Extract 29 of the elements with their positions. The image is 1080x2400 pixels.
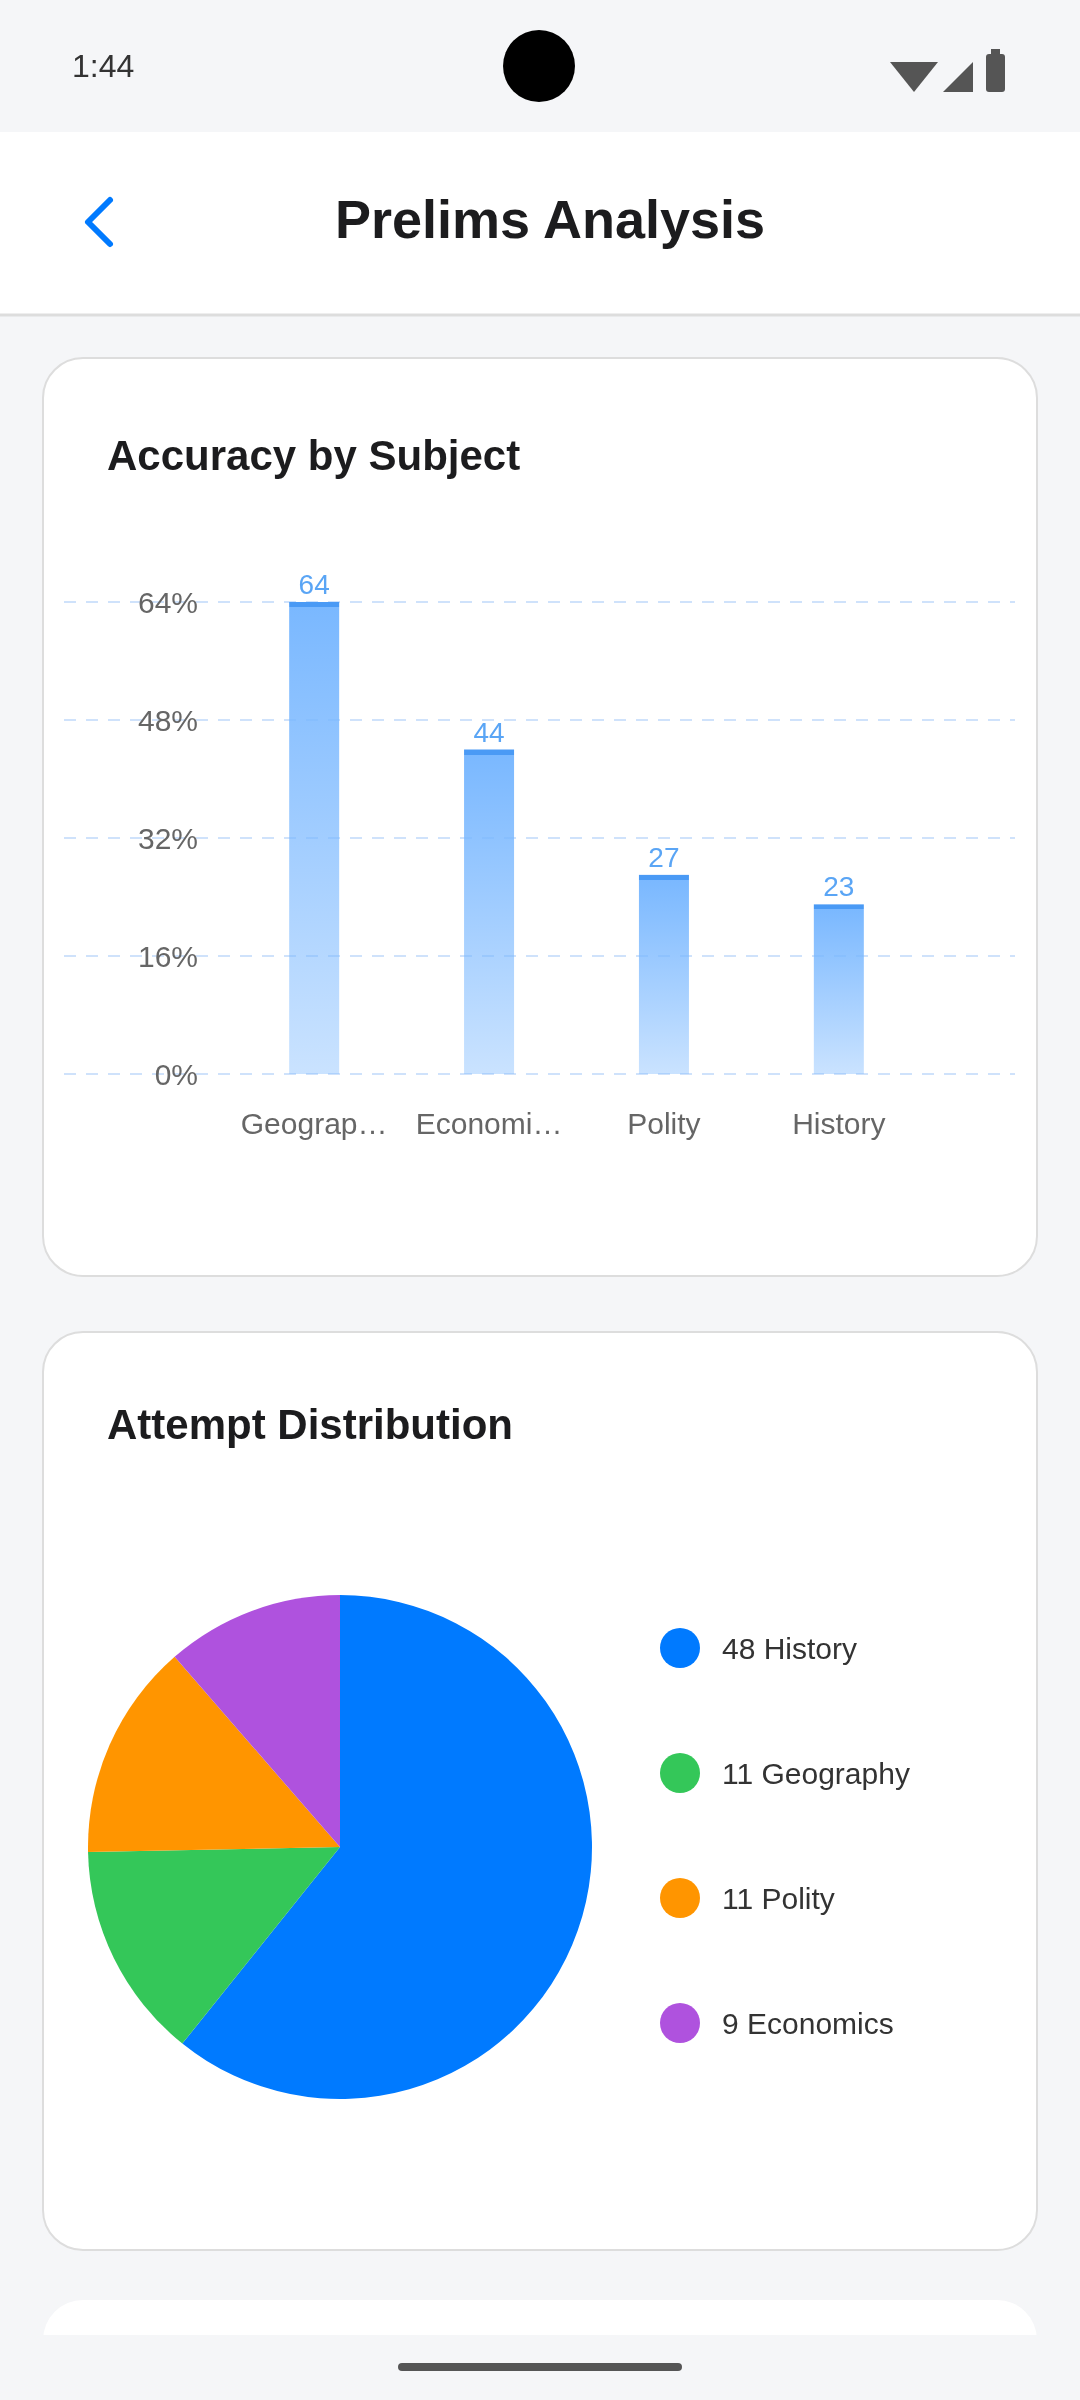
text: 1:44 — [72, 48, 135, 84]
chart-title: Accuracy by Subject — [107, 432, 521, 479]
data-label: 27 — [648, 841, 680, 873]
bar — [464, 749, 515, 1074]
y-tick-label: 64% — [137, 585, 198, 619]
y-tick-label: 48% — [137, 703, 198, 737]
text: Prelims Analysis — [334, 189, 766, 249]
pie-slice — [88, 1847, 340, 2044]
legend-label: 9 Economics — [722, 2006, 894, 2040]
x-tick-label: History — [792, 1107, 886, 1140]
data-label: 64 — [298, 569, 330, 600]
pie-slice — [174, 1595, 340, 1847]
pie-slice — [182, 1595, 592, 2099]
chart-title: Attempt Distribution — [107, 1401, 513, 1448]
y-tick-label: 16% — [137, 939, 198, 973]
bar — [813, 904, 864, 1074]
bar — [289, 602, 340, 1074]
pie-slice — [88, 1656, 340, 1853]
y-tick-label: 32% — [137, 821, 198, 855]
data-label: 44 — [473, 716, 505, 748]
x-tick-label: Polity — [627, 1107, 701, 1140]
bar — [638, 874, 689, 1074]
data-label: 23 — [823, 871, 855, 903]
y-tick-label: 0% — [154, 1057, 198, 1091]
legend-label: 11 Geography — [722, 1756, 910, 1790]
legend-label: 48 History — [722, 1631, 858, 1665]
legend-label: 11 Polity — [722, 1881, 835, 1915]
x-tick-label: Geograp… — [240, 1107, 388, 1140]
x-tick-label: Economi… — [415, 1107, 563, 1140]
